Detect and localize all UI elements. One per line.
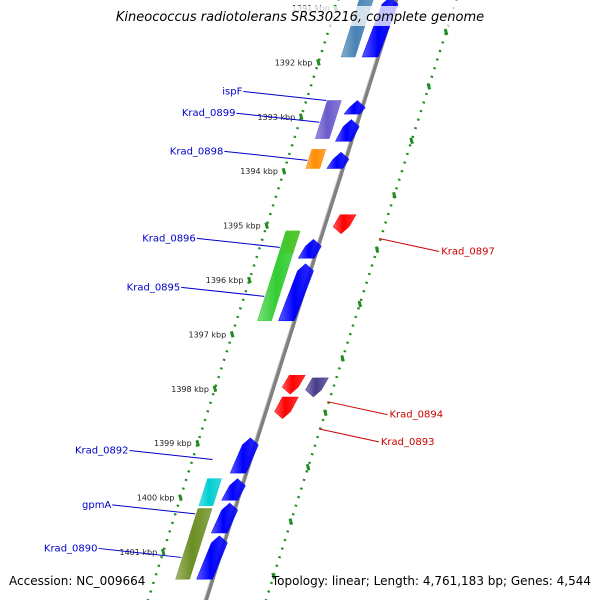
gene-label-Krad_0890: Krad_0890 [44, 543, 98, 554]
gene-leader-line [98, 547, 182, 558]
left-tick-mark [212, 385, 218, 393]
genome-summary-text: Topology: linear; Length: 4,761,183 bp; … [271, 574, 591, 588]
gene-feature-cds-forward [343, 100, 366, 115]
gene-label-Krad_0899: Krad_0899 [182, 108, 236, 119]
gene-leader-line [379, 237, 440, 252]
left-tick-mark [264, 222, 269, 229]
map-title: Kineococcus radiotolerans SRS30216, comp… [116, 10, 484, 25]
gene-label-Krad_0894: Krad_0894 [390, 410, 444, 421]
kbp-tick-label: 1395 kbp [223, 222, 261, 231]
gene-feature-cds-forward [221, 478, 246, 501]
right-tick-mark [305, 463, 311, 471]
gene-leader-line [129, 450, 213, 461]
gene-label-ispF: ispF [222, 86, 242, 97]
gene-leader-line [327, 401, 388, 416]
right-tick-mark [374, 246, 380, 253]
gene-label-Krad_0896: Krad_0896 [142, 233, 196, 244]
accession-text: Accession: NC_009664 [9, 574, 146, 588]
gene-label-Krad_0895: Krad_0895 [127, 282, 181, 293]
gene-leader-line [243, 90, 327, 101]
gene-label-Krad_0897: Krad_0897 [441, 246, 495, 257]
kbp-tick-label: 1394 kbp [240, 167, 278, 176]
gene-feature-cog-forward [314, 100, 342, 139]
left-tick-mark [298, 113, 304, 121]
gene-feature-cds-reverse-2 [305, 377, 329, 398]
right-tick-mark [409, 137, 414, 145]
gene-feature-cds-forward [326, 151, 350, 169]
left-tick-mark [316, 59, 321, 66]
ruler-right-dotted-line [263, 0, 458, 605]
gene-leader-line [236, 112, 320, 123]
left-tick-mark [229, 331, 235, 338]
kbp-tick-label: 1398 kbp [171, 385, 209, 394]
gene-leader-line [181, 286, 265, 297]
gene-feature-cds-reverse [281, 374, 306, 395]
gene-feature-cds-forward [229, 437, 259, 474]
gene-feature-cds-reverse [332, 214, 357, 235]
right-tick-mark [323, 409, 328, 417]
right-tick-mark [271, 572, 276, 580]
gene-feature-cds-forward [334, 119, 360, 142]
left-tick-mark [160, 548, 166, 556]
left-tick-mark [281, 167, 287, 175]
gene-feature-cds-forward [297, 238, 322, 259]
ruler-left-dotted-line [145, 0, 340, 605]
gene-feature-cds-forward [210, 502, 239, 534]
gene-label-Krad_0892: Krad_0892 [75, 446, 129, 457]
gene-feature-cog-forward [305, 149, 327, 169]
right-tick-mark [443, 28, 449, 36]
gene-label-Krad_0898: Krad_0898 [170, 146, 224, 157]
gene-feature-cog-forward [175, 508, 213, 580]
gene-feature-cds-forward [278, 263, 314, 322]
left-tick-mark [195, 439, 200, 447]
kbp-tick-label: 1400 kbp [137, 494, 175, 503]
gene-feature-cds-reverse [274, 396, 299, 420]
gene-feature-cog-forward [198, 478, 222, 507]
right-tick-mark [288, 518, 294, 525]
gene-leader-line [196, 237, 280, 248]
right-tick-mark [392, 191, 397, 199]
left-tick-mark [178, 494, 183, 501]
right-tick-mark [357, 300, 363, 308]
kbp-tick-label: 1396 kbp [206, 276, 244, 285]
gene-label-Krad_0893: Krad_0893 [381, 437, 435, 448]
left-tick-mark [247, 276, 252, 284]
right-tick-mark [340, 355, 345, 362]
title-backing [100, 6, 500, 26]
gene-feature-cog-forward [257, 230, 301, 322]
gene-leader-line [112, 504, 196, 515]
gene-leader-line [224, 150, 308, 161]
right-tick-mark [426, 83, 432, 90]
gene-label-gpmA: gpmA [82, 500, 111, 511]
kbp-tick-label: 1397 kbp [188, 330, 226, 339]
gene-leader-line [318, 428, 379, 443]
gene-feature-cds-forward [196, 535, 228, 580]
kbp-tick-label: 1392 kbp [275, 58, 313, 67]
kbp-tick-label: 1399 kbp [154, 439, 192, 448]
